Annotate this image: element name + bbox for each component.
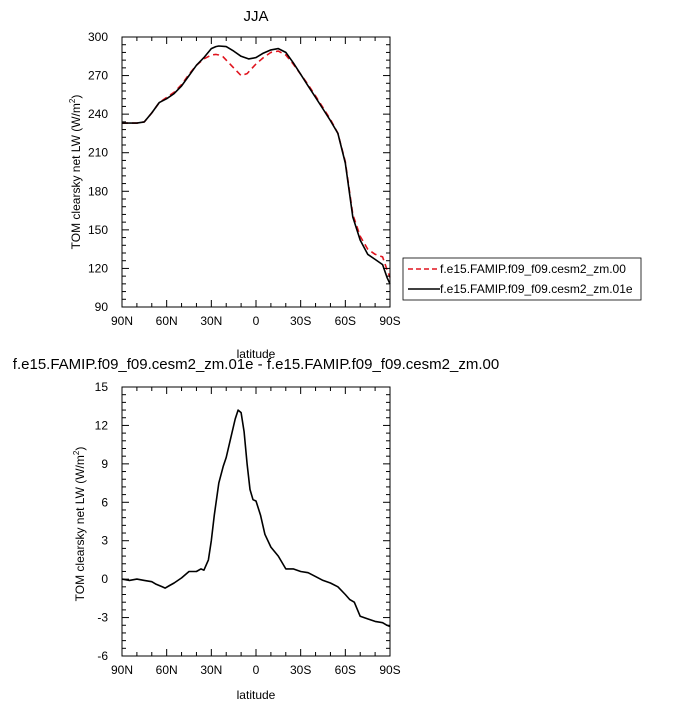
top-x-tick-label: 90S (379, 314, 400, 328)
bottom-series-line-0 (121, 409, 391, 628)
bottom-x-tick-label: 0 (253, 663, 260, 677)
bottom-y-axis-label-close: ) (73, 447, 87, 451)
bottom-x-tick-label: 90S (379, 663, 400, 677)
bottom-y-tick-label: 12 (95, 418, 109, 432)
top-y-tick-label: 90 (95, 300, 109, 314)
bottom-x-axis-label: latitude (237, 688, 276, 702)
bottom-y-axis-label-main: TOM clearsky net LW (W/m (73, 455, 87, 601)
legend-label-control: f.e15.FAMIP.f09_f09.cesm2_zm.00 (440, 262, 626, 276)
top-x-tick-label: 60S (335, 314, 356, 328)
top-plot-area: 90N 60N 30N 0 30S 60S 90S 90 120 150 180 210 240 270 3… (88, 30, 401, 328)
top-y-tick-label: 300 (88, 30, 108, 44)
top-y-axis-label-close: ) (69, 95, 83, 99)
bottom-y-tick-label: 3 (101, 534, 108, 548)
bottom-x-tick-label: 60S (335, 663, 356, 677)
top-x-axis-label: latitude (237, 347, 276, 361)
top-panel: JJA 90N 60N 30N 0 30S 60S 90S 90 120 150 180 210 240… (68, 8, 401, 361)
top-y-tick-label: 150 (88, 223, 108, 237)
bottom-plot-area: 90N 60N 30N 0 30S 60S 90S -6 -3 0 3 6 9 12 15 (95, 380, 401, 677)
bottom-y-tick-label: -3 (97, 611, 108, 625)
top-y-tick-label: 180 (88, 184, 108, 198)
top-x-tick-label: 30N (200, 314, 222, 328)
bottom-y-tick-label: -6 (97, 649, 108, 663)
bottom-x-tick-label: 90N (111, 663, 133, 677)
top-series-line-0 (122, 50, 391, 278)
bottom-panel: f.e15.FAMIP.f09_f09.cesm2_zm.01e - f.e15… (13, 356, 499, 702)
bottom-x-tick-label: 30S (290, 663, 311, 677)
top-y-axis-label: TOM clearsky net LW (W/m2) (68, 95, 83, 250)
legend-label-test: f.e15.FAMIP.f09_f09.cesm2_zm.01e (440, 282, 633, 296)
top-y-axis-label-sup: 2 (68, 98, 77, 103)
top-x-tick-label: 0 (253, 314, 260, 328)
bottom-plot-frame (121, 386, 391, 657)
bottom-y-tick-label: 0 (101, 572, 108, 586)
bottom-panel-title: f.e15.FAMIP.f09_f09.cesm2_zm.01e - f.e15… (13, 356, 499, 373)
bottom-y-axis-label-sup: 2 (72, 450, 81, 455)
top-x-tick-label: 30S (290, 314, 311, 328)
top-x-tick-label: 90N (111, 314, 133, 328)
bottom-y-tick-label: 6 (101, 495, 108, 509)
bottom-x-tick-label: 60N (156, 663, 178, 677)
top-plot-frame (121, 36, 391, 308)
bottom-x-tick-label: 30N (200, 663, 222, 677)
legend: f.e15.FAMIP.f09_f09.cesm2_zm.00 f.e15.FA… (402, 257, 642, 301)
top-y-tick-label: 120 (88, 261, 108, 275)
top-x-tick-label: 60N (156, 314, 178, 328)
bottom-y-tick-label: 9 (101, 457, 108, 471)
bottom-y-axis-label: TOM clearsky net LW (W/m2) (72, 447, 87, 602)
top-panel-title: JJA (243, 8, 268, 25)
top-y-axis-label-main: TOM clearsky net LW (W/m (69, 103, 83, 249)
top-y-tick-label: 210 (88, 146, 108, 160)
bottom-y-tick-label: 15 (95, 380, 109, 394)
top-series-line-1 (122, 45, 391, 285)
top-y-tick-label: 270 (88, 69, 108, 83)
top-y-tick-label: 240 (88, 107, 108, 121)
legend-box (402, 257, 642, 301)
